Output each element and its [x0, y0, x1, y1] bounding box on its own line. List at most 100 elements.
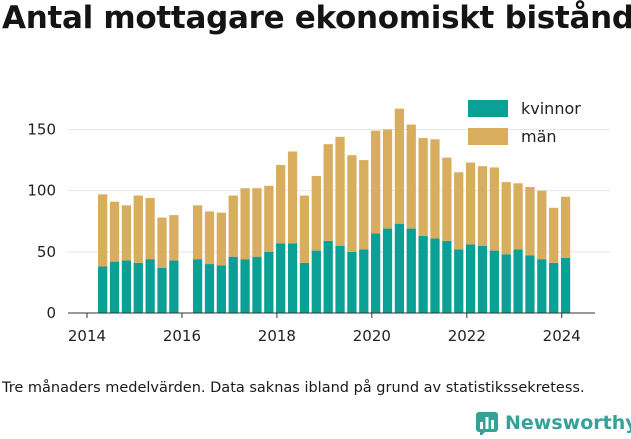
bar-kvinnor: [299, 262, 310, 313]
bar-kvinnor: [252, 256, 262, 313]
x-tick-label: 2014: [68, 327, 106, 345]
bar-kvinnor: [465, 244, 476, 313]
bar-man: [228, 195, 238, 257]
bar-kvinnor: [335, 245, 345, 313]
bar-kvinnor: [560, 257, 571, 313]
bar-man: [133, 195, 143, 263]
legend-label: kvinnor: [521, 99, 581, 118]
bar-man: [501, 182, 511, 255]
axes: 0 50 100 150 2014 2016 2018 2020 2022 2024: [27, 120, 595, 345]
bar-kvinnor: [216, 265, 226, 313]
bar-kvinnor: [454, 249, 464, 313]
bar-kvinnor: [133, 262, 143, 313]
bar-man: [192, 205, 203, 260]
bar-kvinnor: [418, 235, 428, 313]
footnote: Tre månaders medelvärden. Data saknas ib…: [2, 380, 585, 396]
bars: [98, 108, 571, 313]
bar-man: [418, 138, 428, 236]
bar-man: [98, 194, 108, 267]
bar-man: [204, 211, 215, 265]
bar-man: [216, 212, 226, 266]
bar-kvinnor: [537, 259, 547, 313]
bar-man: [465, 162, 476, 245]
bar-kvinnor: [489, 250, 499, 313]
bar-man: [109, 201, 120, 262]
bar-man: [311, 175, 321, 251]
bar-man: [359, 160, 369, 250]
legend-swatch: [468, 128, 508, 145]
bar-kvinnor: [121, 260, 132, 313]
bar-man: [382, 129, 393, 229]
bar-kvinnor: [98, 266, 108, 313]
bar-man: [406, 124, 416, 229]
x-tick-label: 2022: [448, 327, 486, 345]
y-tick-label: 100: [27, 182, 56, 200]
bar-kvinnor: [430, 238, 440, 313]
bar-man: [489, 167, 499, 251]
bar-man: [287, 151, 298, 244]
bar-kvinnor: [406, 228, 416, 313]
bar-kvinnor: [240, 259, 250, 313]
bar-man: [240, 188, 250, 260]
bar-man: [323, 144, 333, 241]
bar-kvinnor: [276, 243, 286, 313]
bar-kvinnor: [145, 259, 155, 313]
bar-kvinnor: [169, 260, 179, 313]
bar-man: [145, 197, 155, 260]
bar-man: [525, 186, 535, 256]
bar-man: [121, 205, 132, 261]
legend: kvinnor män: [468, 99, 581, 146]
bar-kvinnor: [382, 228, 393, 313]
bar-man: [276, 164, 286, 244]
chart-title: Antal mottagare ekonomiskt bistånd: [2, 0, 631, 36]
bar-kvinnor: [228, 256, 238, 313]
y-tick-label: 150: [27, 120, 56, 138]
bar-kvinnor: [287, 243, 298, 313]
bar-man: [454, 172, 464, 250]
bar-man: [549, 207, 559, 263]
bar-kvinnor: [311, 250, 321, 313]
stacked-bar-chart: 0 50 100 150 2014 2016 2018 2020 2022 2024 kvinno…: [27, 99, 610, 345]
brand-logo-block: Newsworthy: [475, 408, 631, 438]
newsworthy-logo-icon: [476, 412, 498, 435]
bar-man: [442, 157, 452, 241]
bar-kvinnor: [549, 262, 559, 313]
bar-man: [299, 195, 310, 263]
bar-man: [169, 215, 179, 261]
x-tick-label: 2018: [258, 327, 296, 345]
brand-name: Newsworthy: [505, 412, 631, 434]
y-tick-label: 0: [46, 304, 56, 322]
bar-man: [252, 188, 262, 257]
bar-man: [560, 196, 571, 258]
bar-kvinnor: [525, 255, 535, 313]
bar-man: [371, 130, 381, 234]
bar-kvinnor: [323, 240, 333, 313]
x-tick-label: 2020: [353, 327, 391, 345]
bar-man: [513, 183, 523, 250]
bar-kvinnor: [109, 261, 120, 313]
bar-man: [394, 108, 405, 224]
bar-man: [335, 136, 345, 246]
bar-kvinnor: [513, 249, 523, 313]
bar-kvinnor: [192, 259, 203, 313]
bar-man: [347, 155, 357, 252]
bar-kvinnor: [359, 249, 369, 313]
legend-swatch: [468, 100, 508, 117]
legend-label: män: [521, 127, 557, 146]
bar-man: [537, 190, 547, 260]
bar-kvinnor: [501, 254, 511, 313]
bar-kvinnor: [204, 264, 215, 313]
bar-man: [157, 217, 167, 268]
y-tick-label: 50: [37, 243, 56, 261]
bar-kvinnor: [371, 233, 381, 313]
bar-kvinnor: [394, 223, 405, 313]
x-tick-label: 2024: [543, 327, 581, 345]
bar-man: [264, 185, 274, 252]
x-tick-label: 2016: [163, 327, 201, 345]
bar-kvinnor: [157, 267, 167, 313]
bar-kvinnor: [442, 240, 452, 313]
bar-kvinnor: [264, 251, 274, 313]
bar-kvinnor: [477, 245, 488, 313]
bar-kvinnor: [347, 251, 357, 313]
bar-man: [430, 139, 440, 239]
